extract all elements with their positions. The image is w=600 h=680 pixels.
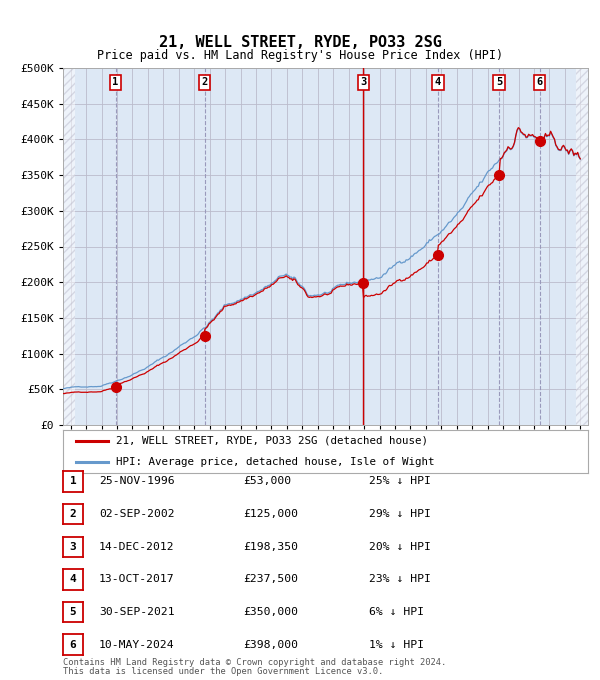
Text: 23% ↓ HPI: 23% ↓ HPI — [369, 575, 431, 584]
Text: 6% ↓ HPI: 6% ↓ HPI — [369, 607, 424, 617]
Text: 02-SEP-2002: 02-SEP-2002 — [99, 509, 175, 519]
Text: HPI: Average price, detached house, Isle of Wight: HPI: Average price, detached house, Isle… — [115, 457, 434, 467]
Text: 30-SEP-2021: 30-SEP-2021 — [99, 607, 175, 617]
Text: 14-DEC-2012: 14-DEC-2012 — [99, 542, 175, 551]
Text: 6: 6 — [536, 78, 542, 87]
Text: £237,500: £237,500 — [243, 575, 298, 584]
Text: 5: 5 — [70, 607, 76, 617]
Text: 6: 6 — [70, 640, 76, 649]
Text: 2: 2 — [202, 78, 208, 87]
Text: 1% ↓ HPI: 1% ↓ HPI — [369, 640, 424, 649]
Text: 3: 3 — [361, 78, 367, 87]
Text: 25% ↓ HPI: 25% ↓ HPI — [369, 477, 431, 486]
Text: 5: 5 — [496, 78, 502, 87]
Text: £198,350: £198,350 — [243, 542, 298, 551]
Text: 20% ↓ HPI: 20% ↓ HPI — [369, 542, 431, 551]
Text: 29% ↓ HPI: 29% ↓ HPI — [369, 509, 431, 519]
Text: 2: 2 — [70, 509, 76, 519]
Text: 4: 4 — [70, 575, 76, 584]
Text: 1: 1 — [70, 477, 76, 486]
Text: 13-OCT-2017: 13-OCT-2017 — [99, 575, 175, 584]
Text: 1: 1 — [112, 78, 119, 87]
Text: £350,000: £350,000 — [243, 607, 298, 617]
Text: 25-NOV-1996: 25-NOV-1996 — [99, 477, 175, 486]
Text: £53,000: £53,000 — [243, 477, 291, 486]
Text: This data is licensed under the Open Government Licence v3.0.: This data is licensed under the Open Gov… — [63, 666, 383, 676]
Text: 3: 3 — [70, 542, 76, 551]
Text: £398,000: £398,000 — [243, 640, 298, 649]
Text: 10-MAY-2024: 10-MAY-2024 — [99, 640, 175, 649]
Text: 21, WELL STREET, RYDE, PO33 2SG (detached house): 21, WELL STREET, RYDE, PO33 2SG (detache… — [115, 436, 427, 446]
Text: £125,000: £125,000 — [243, 509, 298, 519]
Text: 21, WELL STREET, RYDE, PO33 2SG: 21, WELL STREET, RYDE, PO33 2SG — [158, 35, 442, 50]
Text: Contains HM Land Registry data © Crown copyright and database right 2024.: Contains HM Land Registry data © Crown c… — [63, 658, 446, 667]
Text: 4: 4 — [435, 78, 441, 87]
Text: Price paid vs. HM Land Registry's House Price Index (HPI): Price paid vs. HM Land Registry's House … — [97, 49, 503, 63]
